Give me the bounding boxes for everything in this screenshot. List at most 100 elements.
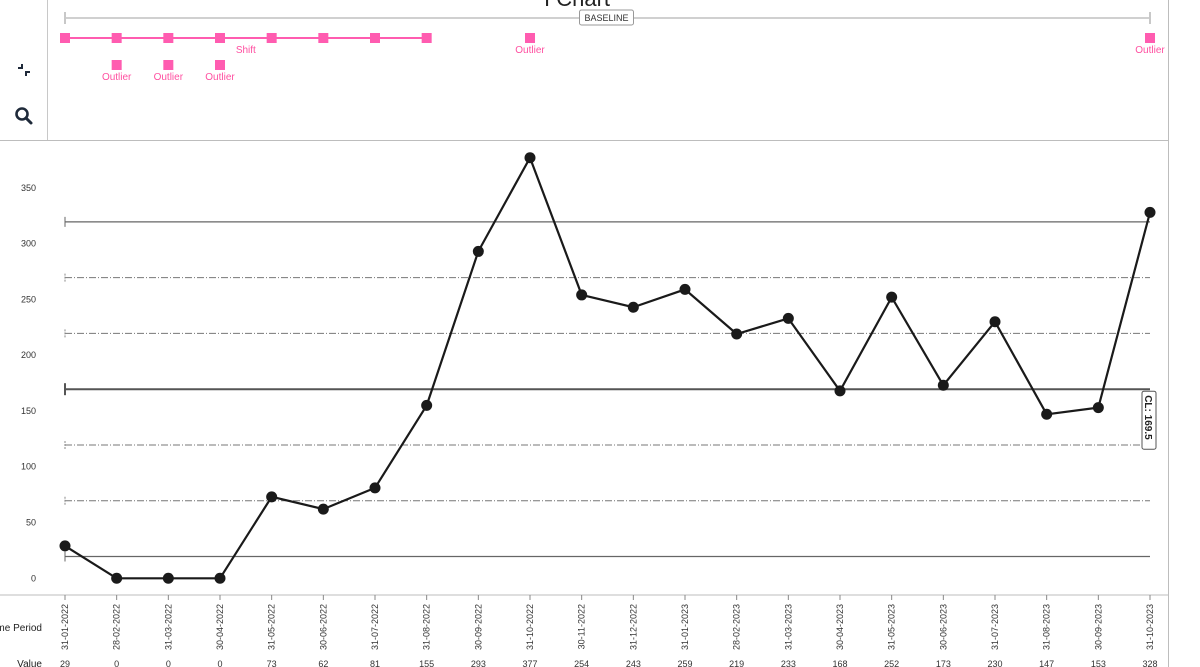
series-line [64,155,1152,580]
y-tick-label: 350 [21,183,36,193]
data-point[interactable] [524,152,536,164]
y-tick-label: 250 [21,294,36,304]
center-line-label: CL: 169.5 [1142,395,1153,440]
x-tick-label: 30-06-2023 [938,604,948,650]
rule-label: Outlier [515,45,545,56]
data-point[interactable] [266,491,278,503]
y-tick-label: 0 [31,573,36,583]
value-header: Value [17,659,42,667]
rule-marker[interactable] [318,33,329,43]
rule-marker[interactable] [215,60,225,70]
x-tick-label: 31-05-2023 [887,604,897,650]
data-point[interactable] [679,283,691,295]
x-tick-label: 31-10-2022 [525,604,535,650]
value-cell: 81 [370,659,380,667]
rule-label: Outlier [1135,45,1165,56]
data-point[interactable] [937,379,949,391]
chart-title: I Chart [544,0,610,12]
value-cell: 259 [677,659,692,667]
rule-marker[interactable] [60,33,70,43]
x-tick-label: 31-07-2023 [990,604,1000,650]
data-point[interactable] [834,385,846,397]
x-tick-label: 31-05-2022 [267,604,277,650]
rule-marker[interactable] [421,33,432,43]
value-cell: 173 [936,659,951,667]
search-icon-glyph [15,107,33,125]
data-point[interactable] [59,540,71,552]
x-tick-label: 28-02-2022 [112,604,122,650]
x-tick-label: 31-03-2022 [163,604,173,650]
rule-marker[interactable] [111,33,122,43]
value-cell: 155 [419,659,434,667]
x-tick-label: 30-04-2023 [835,604,845,650]
center-line-badge-box [1141,390,1157,450]
value-cell: 62 [318,659,328,667]
x-tick-label: 31-07-2022 [370,604,380,650]
rule-marker[interactable] [1145,33,1155,43]
data-point[interactable] [369,482,381,494]
x-tick-label: 31-08-2023 [1042,604,1052,650]
value-cell: 252 [884,659,899,667]
y-tick-label: 150 [21,406,36,416]
time-period-header: Time Period [0,623,42,634]
data-point[interactable] [111,572,123,584]
search-icon[interactable] [12,104,36,128]
x-tick-label: 30-09-2022 [473,604,483,650]
data-point[interactable] [472,245,484,257]
x-tick-label: 31-01-2022 [60,604,70,650]
rule-marker[interactable] [163,60,174,70]
rule-marker[interactable] [215,33,225,43]
data-point[interactable] [576,289,588,301]
data-point[interactable] [1041,408,1053,420]
data-point[interactable] [421,399,433,411]
value-cell: 243 [626,659,641,667]
data-point[interactable] [731,328,743,340]
value-cell: 147 [1039,659,1054,667]
data-point[interactable] [989,316,1001,328]
rule-label: Outlier [205,72,235,83]
value-cell: 293 [471,659,486,667]
x-tick-label: 31-10-2023 [1145,604,1155,650]
x-tick-label: 31-03-2023 [783,604,793,650]
value-cell: 219 [729,659,744,667]
value-cell: 168 [832,659,847,667]
x-tick-label: 31-12-2022 [628,604,638,650]
data-point[interactable] [317,503,329,515]
baseline-label: BASELINE [584,13,628,23]
value-cell: 230 [987,659,1002,667]
data-point[interactable] [214,572,226,584]
data-point[interactable] [1092,402,1104,414]
y-tick-label: 100 [21,462,36,472]
data-point[interactable] [627,301,639,313]
value-cell: 153 [1091,659,1106,667]
rule-marker[interactable] [266,33,277,43]
x-tick-label: 31-08-2022 [422,604,432,650]
value-cell: 377 [522,659,537,667]
value-cell: 328 [1142,659,1157,667]
baseline-badge [579,9,634,26]
x-tick-label: 30-04-2022 [215,604,225,650]
value-cell: 0 [166,659,171,667]
data-point[interactable] [782,312,794,324]
y-tick-label: 200 [21,350,36,360]
rule-marker[interactable] [525,33,535,43]
panel-right-border [1168,0,1169,667]
rule-label: Shift [236,45,256,56]
rule-label: Outlier [154,72,184,83]
collapse-icon-glyph [18,64,30,76]
value-cell: 0 [217,659,222,667]
data-point[interactable] [162,572,174,584]
value-cell: 233 [781,659,796,667]
data-point[interactable] [886,291,898,303]
rule-marker[interactable] [111,60,122,70]
left-rail [0,0,48,141]
y-tick-label: 50 [26,517,36,527]
rule-marker[interactable] [163,33,174,43]
value-cell: 254 [574,659,589,667]
collapse-icon[interactable] [12,58,36,82]
rule-marker[interactable] [370,33,380,43]
x-tick-label: 30-11-2022 [577,604,587,649]
x-tick-label: 30-06-2022 [318,604,328,650]
data-point[interactable] [1144,206,1156,218]
